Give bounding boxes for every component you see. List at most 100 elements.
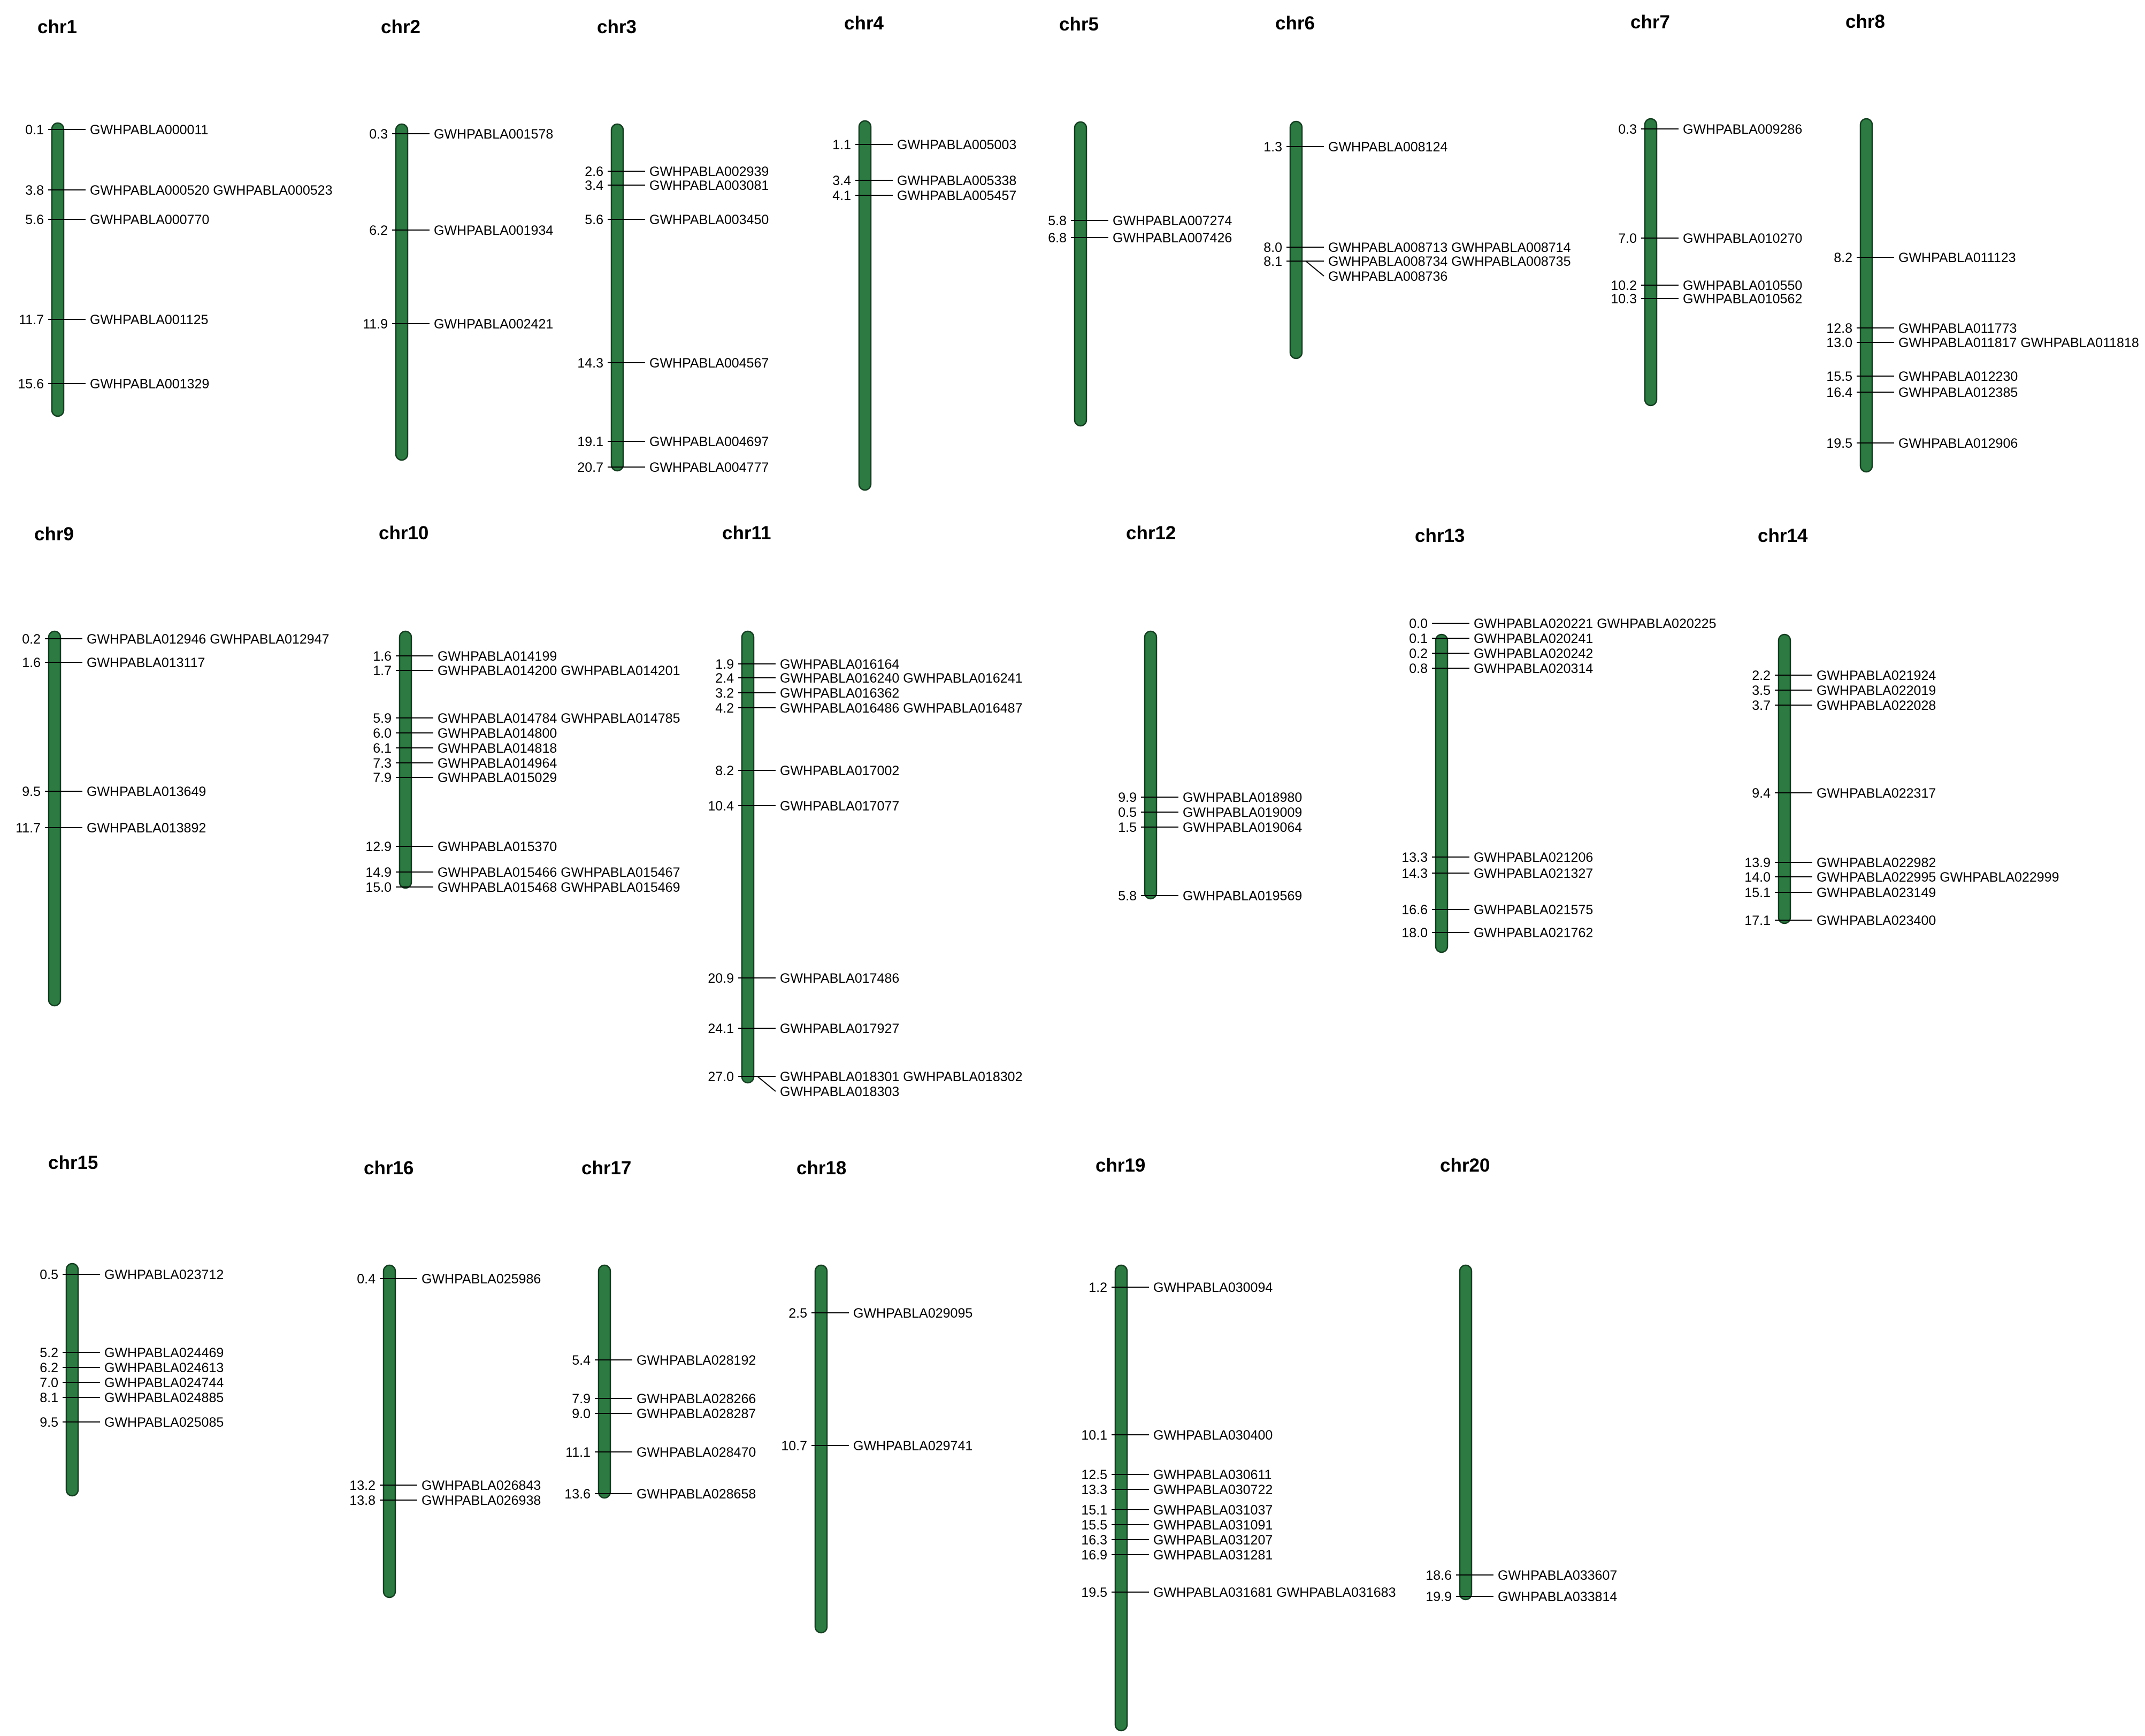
- marker: 0.1 GWHPABLA020241: [1409, 631, 1593, 646]
- marker: 9.9 GWHPABLA018980: [1118, 790, 1302, 805]
- gene-label: GWHPABLA014818: [438, 741, 557, 756]
- gene-label: GWHPABLA021762: [1474, 926, 1593, 940]
- marker-position-label: 13.6: [564, 1487, 591, 1502]
- gene-label: GWHPABLA022317: [1817, 786, 1936, 801]
- marker: 4.2 GWHPABLA016486 GWHPABLA016487: [715, 701, 1022, 716]
- gene-label: GWHPABLA018303: [780, 1084, 899, 1099]
- marker: 14.9 GWHPABLA015466 GWHPABLA015467: [365, 865, 680, 880]
- marker: 0.3 GWHPABLA009286: [1618, 122, 1802, 137]
- gene-label: GWHPABLA017486: [780, 971, 899, 986]
- marker-position-label: 0.5: [1118, 805, 1137, 820]
- gene-label: GWHPABLA012230: [1898, 369, 2018, 384]
- gene-label: GWHPABLA013892: [87, 821, 206, 836]
- gene-label: GWHPABLA016486 GWHPABLA016487: [780, 701, 1022, 716]
- marker-position-label: 5.4: [572, 1353, 591, 1368]
- marker-position-label: 14.3: [577, 356, 603, 371]
- gene-label: GWHPABLA013649: [87, 784, 206, 799]
- gene-label: GWHPABLA031281: [1153, 1548, 1273, 1563]
- gene-connector: [1305, 261, 1324, 277]
- marker: 9.5 GWHPABLA013649: [22, 784, 206, 799]
- marker: 0.0 GWHPABLA020221 GWHPABLA020225: [1409, 616, 1716, 631]
- gene-label: GWHPABLA002939: [649, 164, 769, 179]
- marker: 5.2 GWHPABLA024469: [40, 1345, 224, 1360]
- gene-label: GWHPABLA016362: [780, 686, 899, 701]
- marker-position-label: 10.3: [1611, 292, 1637, 307]
- marker: 1.2 GWHPABLA030094: [1089, 1280, 1273, 1295]
- marker: 15.6 GWHPABLA001329: [18, 377, 209, 392]
- marker-position-label: 8.1: [40, 1390, 58, 1405]
- gene-label: GWHPABLA033814: [1498, 1589, 1617, 1604]
- marker-position-label: 2.5: [788, 1306, 807, 1321]
- marker-position-label: 12.8: [1826, 321, 1852, 336]
- gene-label: GWHPABLA005003: [897, 137, 1016, 152]
- marker: 3.4 GWHPABLA003081: [585, 178, 769, 193]
- marker: 14.0 GWHPABLA022995 GWHPABLA022999: [1744, 870, 2059, 885]
- marker-position-label: 24.1: [708, 1021, 734, 1036]
- marker-position-label: 6.8: [1048, 231, 1067, 246]
- marker: 15.1 GWHPABLA031037: [1081, 1503, 1273, 1518]
- marker-position-label: 5.8: [1048, 213, 1067, 228]
- marker-position-label: 1.6: [22, 655, 41, 670]
- marker-position-label: 6.1: [373, 741, 392, 756]
- marker-position-label: 14.9: [365, 865, 392, 880]
- gene-label: GWHPABLA014964: [438, 756, 557, 771]
- marker-position-label: 9.5: [40, 1415, 58, 1430]
- gene-label: GWHPABLA012906: [1898, 436, 2018, 451]
- chromosome-title: chr6: [1275, 13, 1315, 34]
- gene-label: GWHPABLA015466 GWHPABLA015467: [438, 865, 680, 880]
- chromosome-title: chr5: [1059, 14, 1099, 35]
- marker: 6.8 GWHPABLA007426: [1048, 231, 1232, 246]
- marker: 10.4 GWHPABLA017077: [708, 799, 899, 814]
- marker-position-label: 0.1: [1409, 631, 1428, 646]
- gene-label: GWHPABLA025085: [104, 1415, 224, 1430]
- marker: 5.9 GWHPABLA014784 GWHPABLA014785: [373, 711, 680, 726]
- marker-position-label: 19.5: [1826, 436, 1852, 451]
- marker: 13.6 GWHPABLA028658: [564, 1487, 756, 1502]
- marker-position-label: 13.9: [1744, 855, 1771, 870]
- marker: 1.1 GWHPABLA005003: [832, 137, 1016, 152]
- gene-label: GWHPABLA014784 GWHPABLA014785: [438, 711, 680, 726]
- gene-label: GWHPABLA008713 GWHPABLA008714: [1328, 240, 1571, 255]
- marker: 16.3 GWHPABLA031207: [1081, 1533, 1273, 1548]
- gene-label: GWHPABLA014200 GWHPABLA014201: [438, 663, 680, 678]
- marker-position-label: 11.7: [16, 821, 41, 836]
- gene-label: GWHPABLA030400: [1153, 1428, 1273, 1443]
- marker: 8.1 GWHPABLA024885: [40, 1390, 224, 1405]
- marker-position-label: 4.1: [832, 188, 851, 203]
- gene-label: GWHPABLA019009: [1183, 805, 1302, 820]
- gene-label: GWHPABLA016240 GWHPABLA016241: [780, 671, 1022, 686]
- gene-label: GWHPABLA008124: [1328, 140, 1447, 155]
- gene-label: GWHPABLA001125: [90, 312, 208, 327]
- marker-position-label: 11.9: [363, 317, 388, 332]
- marker-position-label: 1.5: [1118, 820, 1137, 835]
- gene-label: GWHPABLA028287: [637, 1406, 756, 1421]
- marker-position-label: 16.4: [1826, 385, 1852, 400]
- marker: 4.1 GWHPABLA005457: [832, 188, 1016, 203]
- chr20-chromosome: chr20 18.6 GWHPABLA033607 19.9 GWHPABLA03381…: [1426, 1155, 1617, 1604]
- marker: 13.9 GWHPABLA022982: [1744, 855, 1936, 870]
- marker: 15.0 GWHPABLA015468 GWHPABLA015469: [365, 880, 680, 895]
- gene-label: GWHPABLA004777: [649, 460, 769, 475]
- marker: 2.2 GWHPABLA021924: [1752, 668, 1936, 683]
- marker-position-label: 15.5: [1826, 369, 1852, 384]
- marker-position-label: 0.8: [1409, 661, 1428, 676]
- gene-label: GWHPABLA011123: [1898, 250, 2016, 265]
- marker-position-label: 5.6: [25, 212, 44, 227]
- marker: 13.3 GWHPABLA021206: [1401, 850, 1593, 865]
- chr11-chromosome: chr11 1.9 GWHPABLA016164 2.4 GWHPABLA016240 …: [708, 523, 1022, 1099]
- gene-label: GWHPABLA022019: [1817, 683, 1936, 698]
- marker: 20.7 GWHPABLA004777: [577, 460, 769, 475]
- marker-position-label: 7.9: [373, 770, 392, 785]
- marker: 0.8 GWHPABLA020314: [1409, 661, 1593, 676]
- chromosome-title: chr11: [722, 523, 771, 544]
- marker: 7.3 GWHPABLA014964: [373, 756, 557, 771]
- marker: 8.2 GWHPABLA017002: [715, 763, 899, 778]
- marker: 0.2 GWHPABLA020242: [1409, 646, 1593, 661]
- marker-position-label: 15.1: [1081, 1503, 1107, 1518]
- marker-position-label: 8.2: [715, 763, 734, 778]
- marker: 11.1 GWHPABLA028470: [565, 1445, 756, 1460]
- gene-label: GWHPABLA010562: [1683, 292, 1802, 307]
- marker-position-label: 15.6: [18, 377, 44, 392]
- marker: 3.5 GWHPABLA022019: [1752, 683, 1936, 698]
